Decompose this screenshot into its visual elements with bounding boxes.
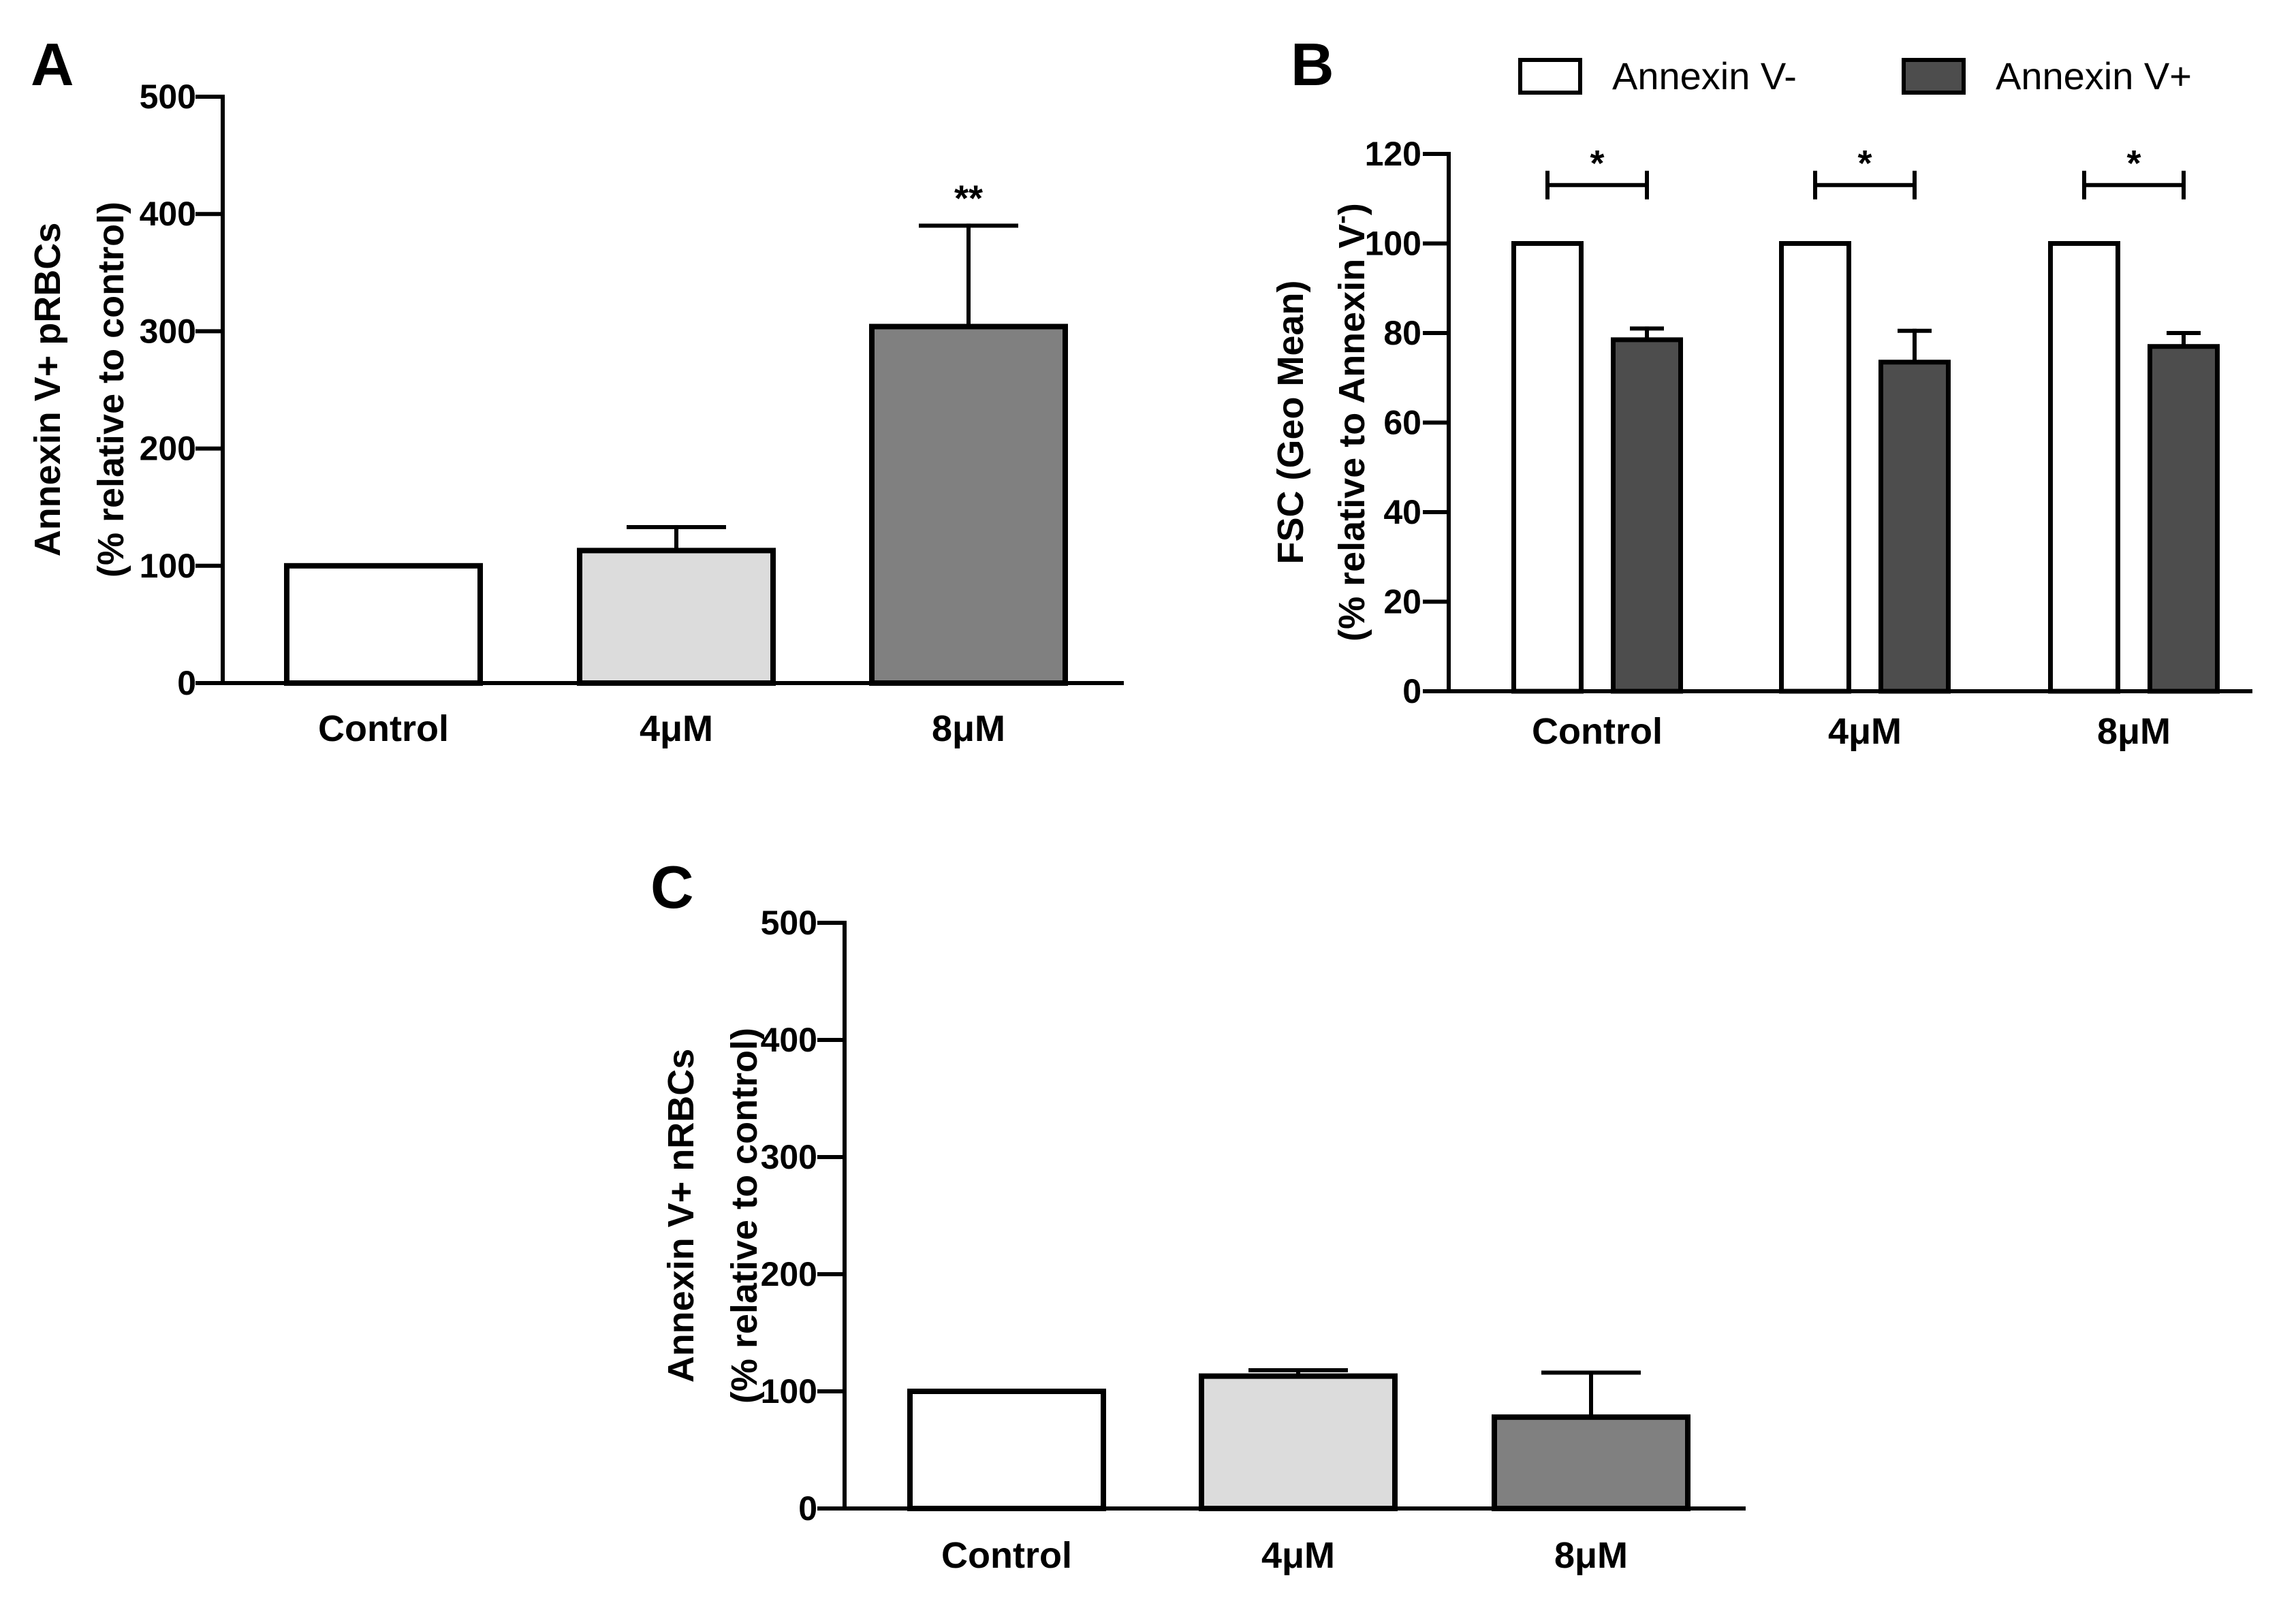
y-tick-label: 200 — [761, 1255, 817, 1293]
significance-marker: * — [1590, 143, 1604, 184]
y-tick-label: 80 — [1383, 314, 1421, 352]
y-tick-label: 0 — [177, 664, 196, 702]
bar-annexin-neg — [1779, 241, 1851, 694]
legend-swatch — [1902, 58, 1966, 95]
chart-panel-a: A 0 100 200 300 400 500 Annexin V+ pRBCs (% rela… — [27, 31, 1124, 749]
y-tick-label: 100 — [1365, 225, 1421, 263]
bar-annexin-pos — [1611, 337, 1683, 694]
y-tick-label: 0 — [1402, 672, 1421, 710]
y-tick-label: 500 — [761, 904, 817, 942]
legend: Annexin V- Annexin V+ — [1518, 54, 2192, 97]
x-category-label: Control — [318, 708, 449, 749]
y-tick-label: 100 — [140, 547, 196, 585]
x-category-label: 8μM — [1554, 1535, 1628, 1576]
bar-annexin-pos — [1878, 360, 1951, 694]
y-tick-label: 300 — [761, 1138, 817, 1176]
bar — [869, 323, 1068, 686]
panel-letter: C — [650, 853, 694, 921]
y-axis-title-line2-text: (% relative to control) — [91, 202, 131, 578]
x-category-label: 8μM — [2097, 711, 2171, 752]
y-axis-title-line2-text: (% relative to control) — [724, 1028, 765, 1404]
bar — [1199, 1373, 1398, 1512]
y-axis-title-line1: Annexin V+ nRBCs — [661, 1049, 702, 1383]
y-axis-title-line1: FSC (Geo Mean) — [1270, 280, 1311, 564]
y-tick-label: 0 — [798, 1489, 817, 1528]
significance-marker: ** — [954, 178, 983, 219]
bar — [577, 548, 776, 686]
y-tick-label: 40 — [1383, 493, 1421, 531]
x-category-label: 8μM — [932, 708, 1005, 749]
significance-marker: * — [2126, 143, 2141, 184]
bar — [284, 563, 483, 686]
significance-marker: * — [1857, 143, 1872, 184]
panel-letter: A — [31, 31, 74, 98]
y-tick-label: 200 — [140, 430, 196, 468]
y-tick-label: 60 — [1383, 404, 1421, 442]
legend-swatch — [1518, 58, 1582, 95]
y-tick-label: 100 — [761, 1372, 817, 1410]
y-tick-label: 120 — [1365, 135, 1421, 173]
chart-panel-c: C 0 100 200 300 400 500 Annexin V+ nRBCs (% rela… — [650, 853, 1746, 1576]
y-tick-label: 20 — [1383, 583, 1421, 621]
chart-panel-b: B 0 20 40 60 80 100 120 FSC (Geo Mean) (% relativ… — [1270, 31, 2252, 752]
legend-label: Annexin V- — [1612, 54, 1797, 97]
legend-label: Annexin V+ — [1996, 54, 2192, 97]
x-category-label: 4μM — [1828, 711, 1902, 752]
y-tick-label: 400 — [761, 1021, 817, 1059]
x-category-label: Control — [1532, 711, 1663, 752]
y-tick-label: 300 — [140, 312, 196, 350]
x-category-label: 4μM — [640, 708, 713, 749]
y-tick-label: 400 — [140, 195, 196, 233]
x-category-label: Control — [941, 1535, 1072, 1576]
y-axis-title-line2-text: (% relative to Annexin V — [1332, 224, 1372, 642]
y-axis-title-line2: (% relative to control) — [91, 202, 131, 578]
y-axis-title-superscript: - — [1327, 215, 1356, 224]
bar — [1492, 1414, 1690, 1512]
bar-annexin-neg — [2048, 241, 2120, 694]
bar-annexin-neg — [1511, 241, 1584, 694]
bar-annexin-pos — [2148, 344, 2220, 694]
bar — [907, 1389, 1106, 1511]
y-axis-title-line2-end: ) — [1332, 203, 1372, 215]
y-tick-label: 500 — [140, 78, 196, 116]
y-axis-title-line2: (% relative to Annexin V-) — [1327, 203, 1372, 642]
panel-letter: B — [1291, 31, 1334, 98]
y-axis-title-line2: (% relative to control) — [724, 1028, 765, 1404]
y-axis-title-line1: Annexin V+ pRBCs — [27, 223, 68, 557]
x-category-label: 4μM — [1261, 1535, 1335, 1576]
